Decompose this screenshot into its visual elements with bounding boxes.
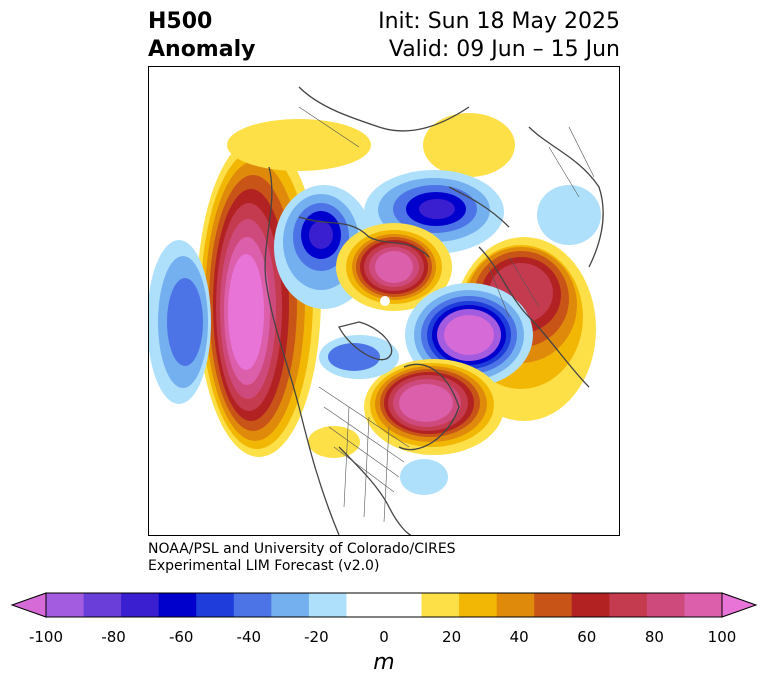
colorbar-outline	[45, 592, 723, 618]
colorbar-extend-low	[10, 592, 47, 618]
chart-title-block: H500 Anomaly	[148, 8, 255, 64]
colorbar-cell	[83, 593, 122, 617]
colorbar-cell	[233, 593, 272, 617]
colorbar-cell	[271, 593, 310, 617]
colorbar-cell	[496, 593, 535, 617]
ridge-siberia	[423, 113, 515, 177]
colorbar-tick-label: 0	[379, 628, 389, 646]
colorbar-tick-label: 60	[577, 628, 597, 646]
ridge-eastern-canada	[364, 359, 504, 455]
colorbar-tick-label: 40	[509, 628, 529, 646]
credit-line-1: NOAA/PSL and University of Colorado/CIRE…	[148, 541, 456, 557]
ridge-arctic-alaska	[227, 119, 371, 171]
colorbar-cell	[121, 593, 160, 617]
north-pole-marker	[380, 296, 390, 306]
ridge-northeast-pacific	[197, 137, 321, 457]
colorbar-cell	[421, 593, 460, 617]
trough-central-pacific	[149, 240, 211, 404]
valid-range: Valid: 09 Jun – 15 Jun	[388, 37, 620, 62]
political-borders	[298, 106, 595, 523]
map-canvas	[149, 86, 604, 535]
colorbar-tick-label: 80	[644, 628, 664, 646]
colorbar-cell	[46, 593, 85, 617]
init-date: Init: Sun 18 May 2025	[378, 9, 620, 34]
date-block: Init: Sun 18 May 2025 Valid: 09 Jun – 15…	[378, 8, 620, 64]
colorbar-extend-high	[721, 592, 758, 618]
credit-block: NOAA/PSL and University of Colorado/CIRE…	[148, 541, 456, 575]
colorbar-tick-label: -80	[101, 628, 126, 646]
trough-west-atlantic	[400, 459, 448, 495]
colorbar-cell	[158, 593, 197, 617]
colorbar-cell	[196, 593, 235, 617]
colorbar-cell	[571, 593, 610, 617]
colorbar-cell	[609, 593, 648, 617]
colorbar-cell	[684, 593, 723, 617]
colorbar-cell	[646, 593, 685, 617]
colorbar-unit: m	[373, 650, 395, 675]
field-label: Anomaly	[148, 37, 256, 62]
colorbar-cell	[346, 593, 385, 617]
coastlines	[264, 86, 604, 535]
colorbar-tick-label: -60	[168, 628, 194, 646]
colorbar-strip	[10, 592, 758, 618]
colorbar-cell	[384, 593, 423, 617]
anomaly-map	[148, 66, 620, 536]
credit-line-2: Experimental LIM Forecast (v2.0)	[148, 558, 380, 574]
colorbar-cell	[459, 593, 498, 617]
trough-north-asia	[537, 185, 601, 245]
ridge-central-arctic	[336, 223, 452, 311]
colorbar-tick-label: -20	[304, 628, 329, 646]
colorbar-tick-label: -40	[236, 628, 262, 646]
colorbar-tick-label: 20	[442, 628, 462, 646]
colorbar-tick-label: 100	[707, 628, 737, 646]
colorbar-tick-label: -100	[28, 628, 64, 646]
colorbar: -100 -80 -60 -40 -20 0 20 40 60 80 100 m	[0, 588, 768, 678]
colorbar-cell	[534, 593, 573, 617]
trough-hudson-bay	[319, 335, 399, 379]
variable-label: H500	[148, 9, 213, 34]
colorbar-cell	[308, 593, 347, 617]
